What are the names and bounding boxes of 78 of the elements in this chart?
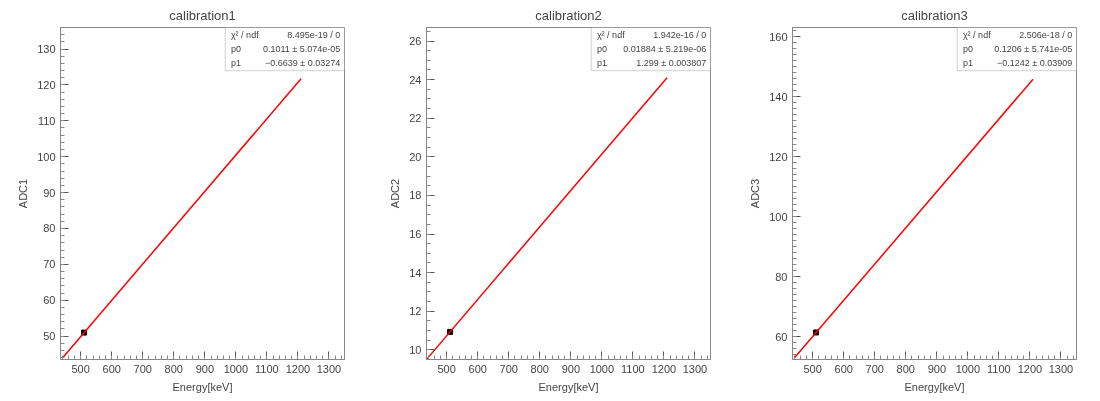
x-axis-title: Energy[keV] — [172, 380, 233, 393]
annotation: 1.299 ± 0.003807 — [636, 58, 707, 69]
x-tick-label: 500 — [71, 362, 90, 375]
y-tick-label: 20 — [409, 150, 422, 163]
y-axis-title: ADC2 — [389, 178, 402, 209]
y-axis-title: ADC3 — [749, 178, 762, 209]
y-tick-label: 100 — [37, 150, 56, 163]
y-tick-label: 26 — [409, 35, 422, 48]
y-axis-title: ADC1 — [17, 178, 30, 209]
x-tick-label: 1200 — [651, 362, 677, 375]
y-tick-label: 18 — [409, 189, 422, 202]
y-tick-label: 24 — [409, 73, 422, 86]
annotation: 0.01884 ± 5.219e-06 — [623, 44, 707, 55]
annotation: p0 — [962, 44, 973, 55]
y-tick-label: 80 — [775, 270, 788, 283]
y-tick-label: 80 — [43, 222, 56, 235]
annotation: p1 — [962, 58, 973, 69]
annotation: 2.506e-18 / 0 — [1019, 29, 1073, 40]
annotation: p0 — [596, 44, 607, 55]
y-tick-label: 12 — [409, 305, 422, 318]
x-axis-title: Energy[keV] — [904, 380, 965, 393]
chart-title: calibration1 — [169, 7, 236, 23]
x-tick-label: 700 — [499, 362, 518, 375]
chart-title: calibration3 — [901, 7, 968, 23]
x-tick-label: 1300 — [682, 362, 708, 375]
x-tick-label: 1200 — [1017, 362, 1043, 375]
y-tick-label: 14 — [409, 266, 422, 279]
x-axis-title: Energy[keV] — [538, 380, 599, 393]
y-tick-label: 110 — [37, 114, 56, 127]
x-tick-label: 500 — [803, 362, 822, 375]
x-tick-label: 600 — [102, 362, 121, 375]
y-tick-label: 120 — [769, 150, 788, 163]
x-tick-label: 900 — [927, 362, 947, 375]
x-tick-label: 800 — [530, 362, 549, 375]
y-tick-label: 60 — [43, 294, 56, 307]
x-tick-label: 700 — [865, 362, 884, 375]
annotation: −0.6639 ± 0.03274 — [264, 58, 341, 69]
x-tick-label: 800 — [164, 362, 183, 375]
annotation: 8.495e-19 / 0 — [287, 29, 341, 40]
x-tick-label: 1100 — [255, 362, 279, 375]
x-tick-label: 900 — [195, 362, 215, 375]
y-tick-label: 160 — [769, 30, 788, 43]
annotation: −0.1242 ± 0.03909 — [996, 58, 1073, 69]
x-tick-label: 1300 — [316, 362, 342, 375]
x-tick-label: 600 — [468, 362, 487, 375]
x-tick-label: 1000 — [955, 362, 981, 375]
annotation: χ² / ndf — [596, 29, 626, 40]
x-tick-label: 1100 — [621, 362, 645, 375]
y-tick-label: 100 — [769, 210, 788, 223]
annotation: 0.1206 ± 5.741e-05 — [994, 44, 1073, 55]
x-tick-label: 1000 — [223, 362, 249, 375]
y-tick-label: 140 — [769, 90, 788, 103]
x-tick-label: 500 — [437, 362, 456, 375]
y-tick-label: 90 — [43, 186, 56, 199]
y-tick-label: 70 — [43, 258, 56, 271]
annotation: p0 — [230, 44, 241, 55]
y-tick-label: 10 — [409, 343, 422, 356]
x-tick-label: 900 — [561, 362, 581, 375]
y-tick-label: 16 — [409, 228, 422, 241]
x-tick-label: 1300 — [1048, 362, 1074, 375]
annotation: 1.942e-16 / 0 — [653, 29, 707, 40]
x-tick-label: 700 — [133, 362, 152, 375]
y-tick-label: 22 — [409, 112, 422, 125]
x-tick-label: 800 — [896, 362, 915, 375]
annotation: p1 — [230, 58, 241, 69]
annotation: 0.1011 ± 5.074e-05 — [262, 44, 341, 55]
x-tick-label: 1200 — [285, 362, 311, 375]
x-tick-label: 600 — [834, 362, 853, 375]
chart-title: calibration2 — [535, 7, 602, 23]
y-tick-label: 60 — [775, 330, 788, 343]
y-tick-label: 50 — [43, 330, 56, 343]
annotation: χ² / ndf — [230, 29, 260, 40]
x-tick-label: 1000 — [589, 362, 615, 375]
x-tick-label: 1100 — [987, 362, 1011, 375]
y-tick-label: 130 — [37, 43, 56, 56]
annotation: p1 — [596, 58, 607, 69]
annotation: χ² / ndf — [962, 29, 992, 40]
y-tick-label: 120 — [37, 78, 56, 91]
